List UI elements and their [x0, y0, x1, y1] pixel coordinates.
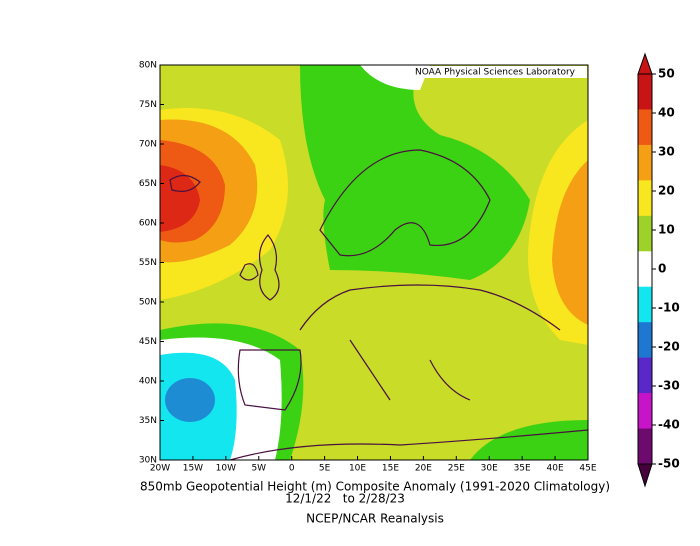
- colorbar-band: [638, 251, 652, 288]
- lon-tick-label: 40E: [547, 464, 564, 474]
- lon-tick-label: 10E: [349, 464, 366, 474]
- caption-line: NCEP/NCAR Reanalysis: [306, 512, 444, 526]
- lat-tick-label: 55N: [139, 258, 157, 268]
- colorbar-band: [638, 357, 652, 394]
- lat-tick-label: 45N: [139, 337, 157, 347]
- colorbar-band: [638, 109, 652, 146]
- lon-tick-label: 0: [289, 464, 295, 474]
- lon-tick-label: 20W: [150, 464, 170, 474]
- colorbar-label: 30: [658, 145, 675, 159]
- colorbar-label: -40: [658, 418, 680, 432]
- colorbar-label: 0: [658, 262, 666, 276]
- lon-tick-label: 15W: [183, 464, 203, 474]
- lat-tick-label: 50N: [139, 298, 157, 308]
- lon-tick-label: 25E: [448, 464, 465, 474]
- colorbar-band: [638, 144, 652, 181]
- lat-tick-label: 35N: [139, 416, 157, 426]
- colorbar-band: [638, 428, 652, 465]
- colorbar-top: [637, 52, 653, 75]
- colorbar-band: [638, 74, 652, 110]
- colorbar-band: [638, 393, 652, 430]
- colorbar-band: [638, 286, 652, 323]
- lon-tick-label: 20E: [415, 464, 432, 474]
- colorbar-band: [638, 322, 652, 359]
- colorbar-label: 40: [658, 106, 675, 120]
- lon-tick-label: 5W: [251, 464, 266, 474]
- lat-tick-label: 80N: [139, 61, 157, 71]
- lat-tick-label: 70N: [139, 140, 157, 150]
- colorbar-label: -10: [658, 301, 680, 315]
- colorbar-bottom: [637, 463, 653, 488]
- lat-tick-label: 60N: [139, 219, 157, 229]
- caption-line: 850mb Geopotential Height (m) Composite …: [140, 480, 610, 494]
- colorbar-band: [638, 215, 652, 252]
- lon-tick-label: 10W: [216, 464, 236, 474]
- credit: NOAA Physical Sciences Laboratory: [415, 68, 576, 78]
- lat-tick-label: 30N: [139, 456, 157, 466]
- colorbar-band: [638, 180, 652, 217]
- lon-tick-label: 35E: [514, 464, 531, 474]
- lon-tick-label: 5E: [319, 464, 331, 474]
- lon-tick-label: 45E: [579, 464, 596, 474]
- colorbar-label: 20: [658, 184, 675, 198]
- anomaly-field: [160, 65, 588, 460]
- colorbar-label: 10: [658, 223, 675, 237]
- credit-box: [403, 66, 587, 78]
- colorbar-label: -20: [658, 340, 680, 354]
- lon-tick-label: 30E: [481, 464, 498, 474]
- lat-tick-label: 40N: [139, 377, 157, 387]
- colorbar-label: -30: [658, 379, 680, 393]
- lat-tick-label: 75N: [139, 100, 157, 110]
- caption-line: 12/1/22 to 2/28/23: [285, 492, 405, 506]
- lat-tick-label: 65N: [139, 179, 157, 189]
- lon-tick-label: 15E: [382, 464, 399, 474]
- colorbar-label: 50: [658, 67, 675, 81]
- colorbar-label: -50: [658, 457, 680, 471]
- coastlines: [169, 149, 588, 460]
